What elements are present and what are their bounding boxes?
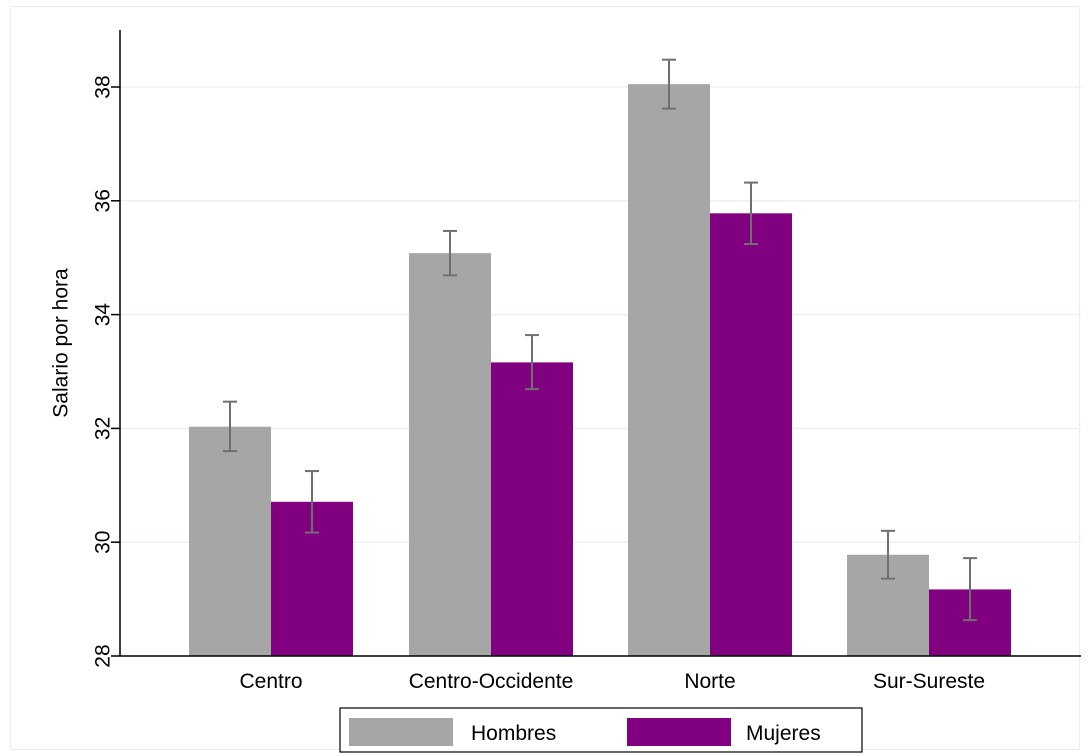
legend: Hombres Mujeres xyxy=(339,707,863,753)
y-tick-label: 38 xyxy=(92,75,115,98)
error-bar xyxy=(662,58,676,110)
y-tick-label: 28 xyxy=(92,644,115,667)
error-bar xyxy=(963,557,977,622)
error-bar xyxy=(223,400,237,453)
error-bar xyxy=(305,470,319,534)
y-tick-label: 34 xyxy=(92,303,115,327)
y-axis-label: Salario por hora xyxy=(50,268,73,418)
x-tick-label: Centro xyxy=(239,670,302,693)
bar-mujeres-1 xyxy=(491,362,573,656)
bar-hombres-2 xyxy=(628,84,710,656)
error-bar xyxy=(881,529,895,580)
legend-label-mujeres: Mujeres xyxy=(746,722,821,745)
bars xyxy=(189,84,1011,656)
bar-hombres-1 xyxy=(409,253,491,656)
error-bar xyxy=(744,181,758,246)
error-bars xyxy=(223,58,977,622)
error-bar xyxy=(443,229,457,277)
bar-mujeres-2 xyxy=(710,213,792,656)
error-bar xyxy=(525,334,539,391)
x-tick-label: Sur-Sureste xyxy=(873,670,985,693)
y-tick-label: 36 xyxy=(92,189,115,212)
bar-hombres-0 xyxy=(189,426,271,656)
legend-label-hombres: Hombres xyxy=(471,722,556,745)
x-tick-label: Norte xyxy=(684,670,735,693)
y-tick-label: 30 xyxy=(92,531,115,554)
gridlines xyxy=(120,86,1081,543)
axes xyxy=(119,30,1081,657)
x-ticks: Centro Centro-Occidente Norte Sur-Sureste xyxy=(239,670,985,693)
legend-swatch-hombres xyxy=(349,718,453,746)
y-ticks: 28 30 32 34 36 38 xyxy=(92,75,120,668)
legend-swatch-mujeres xyxy=(627,718,731,746)
y-tick-label: 32 xyxy=(92,417,115,440)
x-tick-label: Centro-Occidente xyxy=(409,670,574,693)
